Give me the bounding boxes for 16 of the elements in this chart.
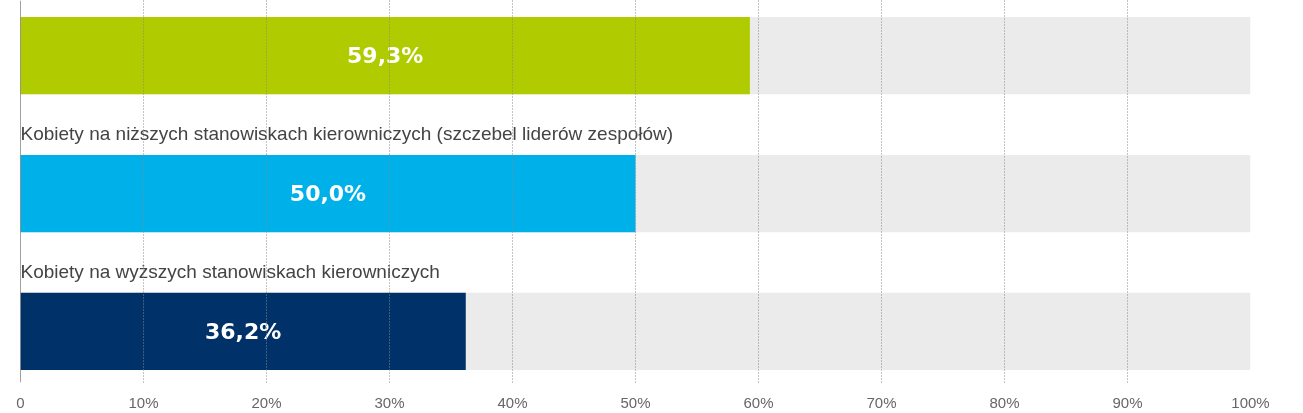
x-tick-label: 20% bbox=[251, 393, 282, 411]
x-tick-label: 0 bbox=[16, 393, 25, 411]
y-tick-label: Kobiety na wyższych stanowiskach kierowniczych bbox=[20, 260, 440, 282]
x-tick-label: 30% bbox=[374, 393, 405, 411]
x-tick-label: 50% bbox=[620, 393, 651, 411]
x-tick-label: 90% bbox=[1112, 393, 1143, 411]
x-tick-label: 40% bbox=[497, 393, 528, 411]
x-tick-label: 70% bbox=[866, 393, 897, 411]
y-tick-label: Kobiety na niższych stanowiskach kierowniczych (szczebel liderów zespołów) bbox=[20, 122, 674, 144]
data-label: 59,3% bbox=[347, 43, 424, 69]
data-label: 50,0% bbox=[289, 181, 367, 207]
data-label: 36,2% bbox=[204, 318, 282, 344]
x-tick-label: 60% bbox=[743, 393, 774, 411]
x-tick-label: 80% bbox=[989, 393, 1020, 411]
x-tick-label: 100% bbox=[1231, 393, 1270, 411]
x-tick-label: 10% bbox=[128, 393, 159, 411]
